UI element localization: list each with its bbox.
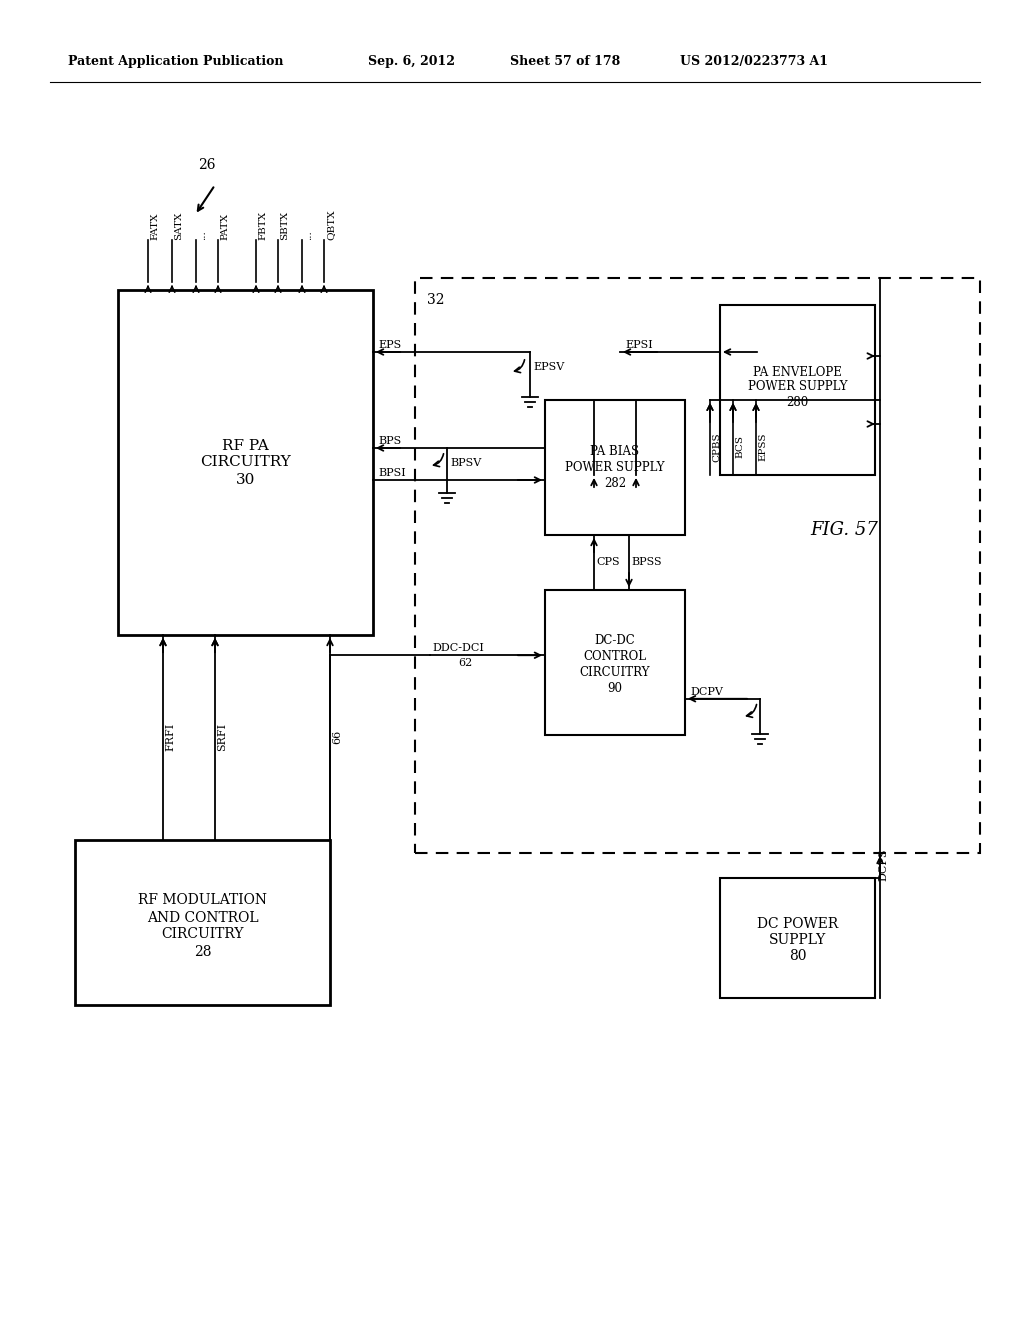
Text: 28: 28: [194, 945, 211, 958]
Text: PATX: PATX: [220, 213, 229, 240]
Text: DCPV: DCPV: [690, 686, 723, 697]
Text: Sheet 57 of 178: Sheet 57 of 178: [510, 55, 621, 69]
Text: 62: 62: [458, 659, 472, 668]
Text: RF MODULATION: RF MODULATION: [138, 894, 267, 908]
Text: BCS: BCS: [735, 436, 744, 458]
Text: POWER SUPPLY: POWER SUPPLY: [748, 380, 847, 393]
Text: CONTROL: CONTROL: [584, 649, 646, 663]
Text: FBTX: FBTX: [258, 211, 267, 240]
Text: 282: 282: [604, 477, 626, 490]
Text: ...: ...: [304, 230, 313, 240]
Text: BPSI: BPSI: [378, 469, 406, 478]
Text: DCPS: DCPS: [878, 849, 888, 882]
Text: POWER SUPPLY: POWER SUPPLY: [565, 461, 665, 474]
Text: PA ENVELOPE: PA ENVELOPE: [753, 366, 842, 379]
Text: AND CONTROL: AND CONTROL: [146, 911, 258, 924]
Text: ...: ...: [198, 230, 207, 240]
Text: PA BIAS: PA BIAS: [591, 445, 640, 458]
Bar: [545, 400, 685, 535]
Text: BPSV: BPSV: [450, 458, 481, 469]
Text: 26: 26: [198, 158, 215, 172]
Text: EPS: EPS: [378, 341, 401, 350]
Bar: [415, 279, 980, 853]
Text: QBTX: QBTX: [326, 210, 335, 240]
Bar: [545, 590, 685, 735]
Text: BPSS: BPSS: [631, 557, 662, 568]
Text: CPBS: CPBS: [712, 432, 721, 462]
Text: SRFI: SRFI: [217, 723, 227, 751]
Text: CIRCUITRY: CIRCUITRY: [580, 667, 650, 678]
Text: 30: 30: [236, 474, 255, 487]
Text: 32: 32: [427, 293, 444, 308]
Text: DC-DC: DC-DC: [595, 634, 635, 647]
Text: CPS: CPS: [596, 557, 620, 568]
Text: 90: 90: [607, 682, 623, 696]
Text: US 2012/0223773 A1: US 2012/0223773 A1: [680, 55, 828, 69]
Text: 280: 280: [786, 396, 809, 409]
Bar: [720, 305, 874, 475]
Text: CIRCUITRY: CIRCUITRY: [200, 455, 291, 470]
Text: Sep. 6, 2012: Sep. 6, 2012: [368, 55, 455, 69]
Bar: [75, 840, 330, 1005]
Text: RF PA: RF PA: [222, 440, 269, 454]
Text: 66: 66: [332, 730, 342, 744]
Bar: [118, 290, 373, 635]
Bar: [720, 878, 874, 998]
Text: 80: 80: [788, 949, 806, 964]
Text: FRFI: FRFI: [165, 723, 175, 751]
Text: SBTX: SBTX: [280, 211, 289, 240]
Text: DC POWER: DC POWER: [757, 917, 838, 931]
Text: Patent Application Publication: Patent Application Publication: [68, 55, 284, 69]
Text: SATX: SATX: [174, 211, 183, 240]
Text: BPS: BPS: [378, 436, 401, 446]
Text: FIG. 57: FIG. 57: [810, 521, 878, 539]
Text: CIRCUITRY: CIRCUITRY: [161, 928, 244, 941]
Text: DDC-DCI: DDC-DCI: [432, 643, 484, 653]
Text: EPSV: EPSV: [534, 362, 564, 372]
Text: SUPPLY: SUPPLY: [769, 933, 826, 946]
Text: EPSS: EPSS: [758, 433, 767, 461]
Text: EPSI: EPSI: [625, 341, 652, 350]
Text: FATX: FATX: [150, 213, 159, 240]
